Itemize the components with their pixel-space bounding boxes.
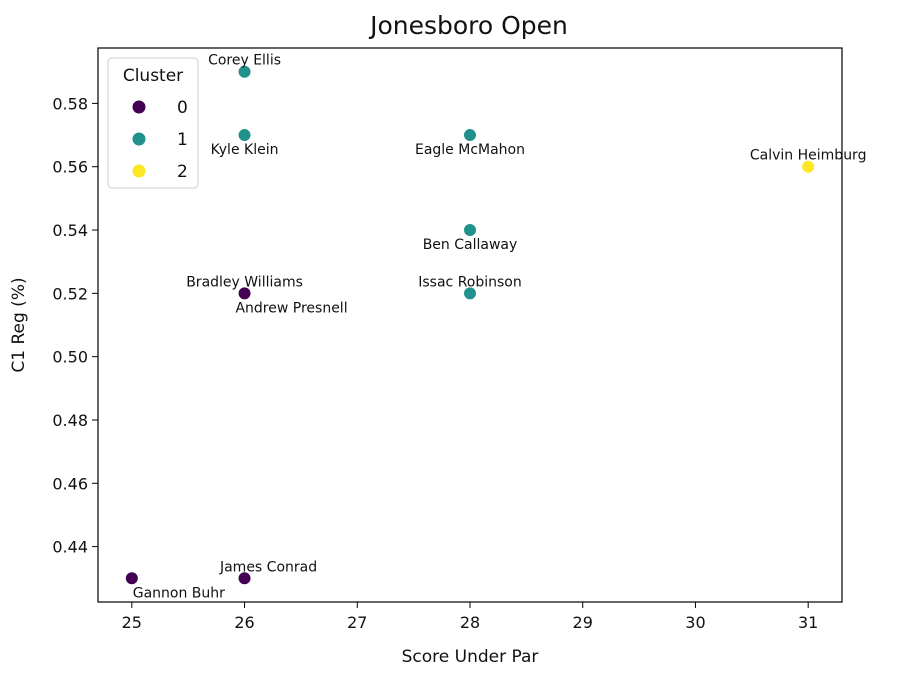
point-label: Calvin Heimburg: [750, 148, 867, 164]
point-label: Issac Robinson: [418, 274, 522, 290]
legend-entry-label: 2: [177, 162, 188, 182]
legend-title: Cluster: [123, 66, 183, 86]
x-tick-label: 26: [234, 613, 254, 632]
y-tick-label: 0.50: [52, 348, 88, 367]
x-tick-label: 27: [347, 613, 367, 632]
y-tick-label: 0.46: [52, 474, 88, 493]
y-tick-label: 0.58: [52, 94, 88, 113]
x-tick-label: 25: [122, 613, 142, 632]
data-points: [124, 64, 816, 586]
y-tick-label: 0.54: [52, 221, 88, 240]
x-tick-label: 31: [798, 613, 818, 632]
point-label: Corey Ellis: [208, 53, 281, 69]
x-tick-label: 30: [685, 613, 705, 632]
y-tick-label: 0.52: [52, 284, 88, 303]
y-tick-label: 0.44: [52, 538, 88, 557]
x-tick-label: 29: [573, 613, 593, 632]
point-label: Kyle Klein: [211, 142, 279, 158]
y-axis-label: C1 Reg (%): [9, 277, 29, 372]
legend-marker: [131, 163, 147, 179]
y-tick-label: 0.48: [52, 411, 88, 430]
data-point: [237, 571, 252, 586]
y-tick-label: 0.56: [52, 158, 88, 177]
legend: Cluster 0 1 2: [107, 57, 199, 189]
x-axis-label: Score Under Par: [402, 647, 539, 667]
y-axis-ticks: 0.44 0.46 0.48 0.50 0.52 0.54 0.56 0.58: [52, 94, 98, 557]
legend-marker: [131, 99, 147, 115]
legend-marker: [131, 131, 147, 147]
legend-box: [107, 57, 199, 189]
x-axis-ticks: 25 26 27 28 29 30 31: [122, 602, 818, 632]
data-point: [463, 286, 477, 301]
point-label: Andrew Presnell: [235, 300, 347, 316]
x-tick-label: 28: [460, 613, 480, 632]
point-label: Ben Callaway: [423, 237, 518, 253]
data-point: [124, 571, 139, 586]
point-label: Gannon Buhr: [133, 585, 225, 601]
data-point: [237, 128, 252, 143]
data-point: [237, 286, 252, 301]
point-labels: Corey Ellis Kyle Klein Eagle McMahon Calvin…: [133, 53, 867, 602]
point-label: Eagle McMahon: [415, 142, 525, 158]
data-point: [463, 128, 477, 143]
legend-entries: 0 1 2: [131, 98, 188, 182]
point-label: Bradley Williams: [186, 274, 303, 290]
legend-entry-label: 0: [177, 98, 188, 118]
data-point: [237, 64, 252, 79]
chart-title: Jonesboro Open: [368, 11, 568, 40]
data-point: [463, 223, 477, 238]
data-point: [801, 159, 816, 174]
legend-entry-label: 1: [177, 130, 188, 150]
point-label: James Conrad: [219, 559, 317, 575]
